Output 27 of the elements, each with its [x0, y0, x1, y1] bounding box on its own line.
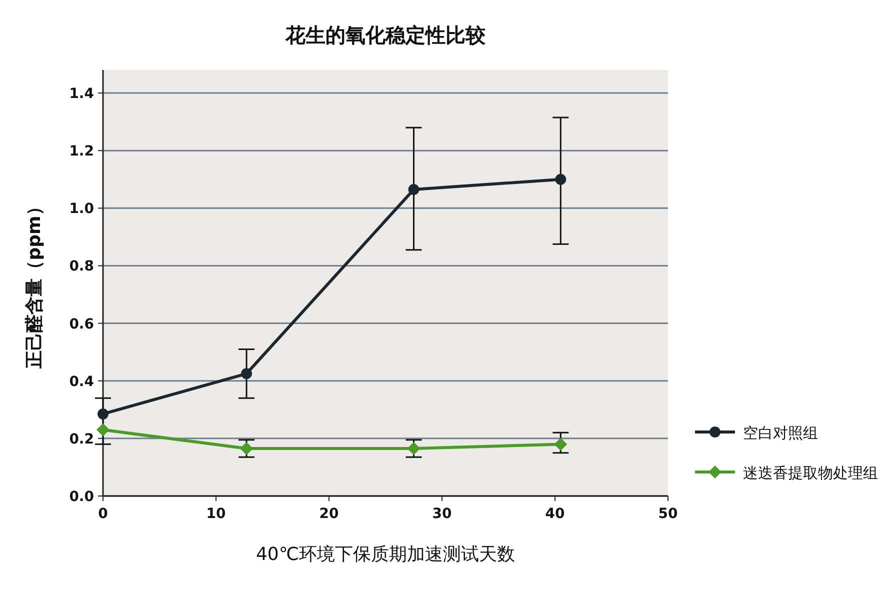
y-tick-label: 1.0: [69, 201, 94, 218]
y-tick-label: 1.4: [69, 86, 94, 102]
y-tick-label: 1.2: [69, 144, 94, 160]
legend-label: 空白对照组: [743, 424, 818, 442]
point: [240, 442, 254, 456]
y-tick-label: 0.4: [69, 374, 94, 390]
x-axis-title: 40℃环境下保质期加速测试天数: [256, 544, 516, 565]
y-tick-label: 0.6: [69, 316, 94, 332]
legend-label: 迷迭香提取物处理组: [743, 464, 878, 482]
x-tick-label: 0: [98, 506, 108, 522]
point: [407, 442, 420, 456]
chart-title: 花生的氧化稳定性比较: [284, 23, 486, 47]
point: [554, 438, 568, 451]
x-tick-label: 30: [432, 506, 452, 522]
y-axis-title: 正己醛含量（ppm）: [24, 198, 45, 370]
point: [96, 423, 110, 436]
point: [241, 368, 252, 380]
point: [555, 174, 566, 185]
x-tick-label: 10: [206, 506, 226, 522]
x-tick-label: 40: [545, 506, 565, 522]
point: [98, 408, 108, 420]
point: [408, 184, 420, 195]
x-tick-label: 50: [658, 506, 678, 522]
y-tick-label: 0.8: [69, 258, 94, 275]
y-tick-label: 0.0: [69, 489, 94, 505]
y-tick-label: 0.2: [69, 431, 94, 448]
x-tick-label: 20: [319, 506, 339, 522]
